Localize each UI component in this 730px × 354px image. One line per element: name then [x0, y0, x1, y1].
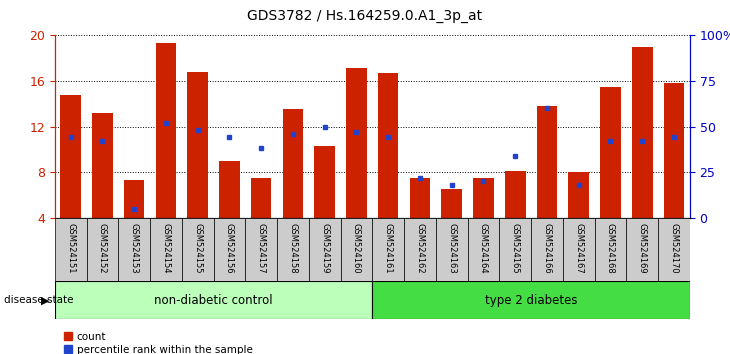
- Text: GSM524161: GSM524161: [384, 223, 393, 273]
- Bar: [315, 146, 335, 218]
- Bar: [404, 218, 436, 281]
- Text: GSM524155: GSM524155: [193, 223, 202, 273]
- Bar: [372, 218, 404, 281]
- Bar: [182, 218, 213, 281]
- Bar: [436, 218, 467, 281]
- Text: GSM524162: GSM524162: [415, 223, 424, 273]
- Bar: [467, 218, 499, 281]
- Text: GSM524156: GSM524156: [225, 223, 234, 273]
- Bar: [219, 161, 239, 218]
- Bar: [378, 73, 399, 218]
- Bar: [410, 178, 430, 218]
- Text: GSM524170: GSM524170: [669, 223, 678, 273]
- Bar: [86, 218, 118, 281]
- Text: GSM524166: GSM524166: [542, 223, 551, 274]
- Bar: [531, 218, 563, 281]
- Bar: [92, 113, 112, 218]
- Text: disease state: disease state: [4, 295, 73, 305]
- Bar: [372, 281, 690, 319]
- Bar: [594, 218, 626, 281]
- Bar: [563, 218, 594, 281]
- Bar: [150, 218, 182, 281]
- Bar: [124, 180, 145, 218]
- Bar: [537, 106, 557, 218]
- Text: non-diabetic control: non-diabetic control: [154, 293, 273, 307]
- Bar: [473, 178, 493, 218]
- Text: GSM524158: GSM524158: [288, 223, 297, 273]
- Text: GSM524159: GSM524159: [320, 223, 329, 273]
- Bar: [442, 189, 462, 218]
- Bar: [188, 72, 208, 218]
- Text: GSM524151: GSM524151: [66, 223, 75, 273]
- Bar: [155, 44, 176, 218]
- Bar: [664, 83, 684, 218]
- Text: type 2 diabetes: type 2 diabetes: [485, 293, 577, 307]
- Bar: [346, 68, 366, 218]
- Text: GDS3782 / Hs.164259.0.A1_3p_at: GDS3782 / Hs.164259.0.A1_3p_at: [247, 9, 483, 23]
- Bar: [505, 171, 526, 218]
- Text: GSM524157: GSM524157: [257, 223, 266, 273]
- Text: GSM524165: GSM524165: [511, 223, 520, 273]
- Bar: [55, 281, 372, 319]
- Bar: [499, 218, 531, 281]
- Bar: [658, 218, 690, 281]
- Text: GSM524169: GSM524169: [638, 223, 647, 273]
- Bar: [118, 218, 150, 281]
- Text: GSM524164: GSM524164: [479, 223, 488, 273]
- Bar: [251, 178, 272, 218]
- Bar: [626, 218, 658, 281]
- Text: GSM524154: GSM524154: [161, 223, 170, 273]
- Bar: [55, 218, 86, 281]
- Bar: [245, 218, 277, 281]
- Text: ▶: ▶: [41, 295, 50, 305]
- Text: GSM524153: GSM524153: [130, 223, 139, 273]
- Bar: [309, 218, 340, 281]
- Bar: [283, 109, 303, 218]
- Text: GSM524160: GSM524160: [352, 223, 361, 273]
- Text: GSM524152: GSM524152: [98, 223, 107, 273]
- Bar: [277, 218, 309, 281]
- Legend: count, percentile rank within the sample: count, percentile rank within the sample: [60, 327, 257, 354]
- Bar: [340, 218, 372, 281]
- Bar: [632, 47, 653, 218]
- Text: GSM524163: GSM524163: [447, 223, 456, 274]
- Text: GSM524167: GSM524167: [575, 223, 583, 274]
- Bar: [213, 218, 245, 281]
- Bar: [61, 95, 81, 218]
- Text: GSM524168: GSM524168: [606, 223, 615, 274]
- Bar: [600, 87, 620, 218]
- Bar: [569, 172, 589, 218]
